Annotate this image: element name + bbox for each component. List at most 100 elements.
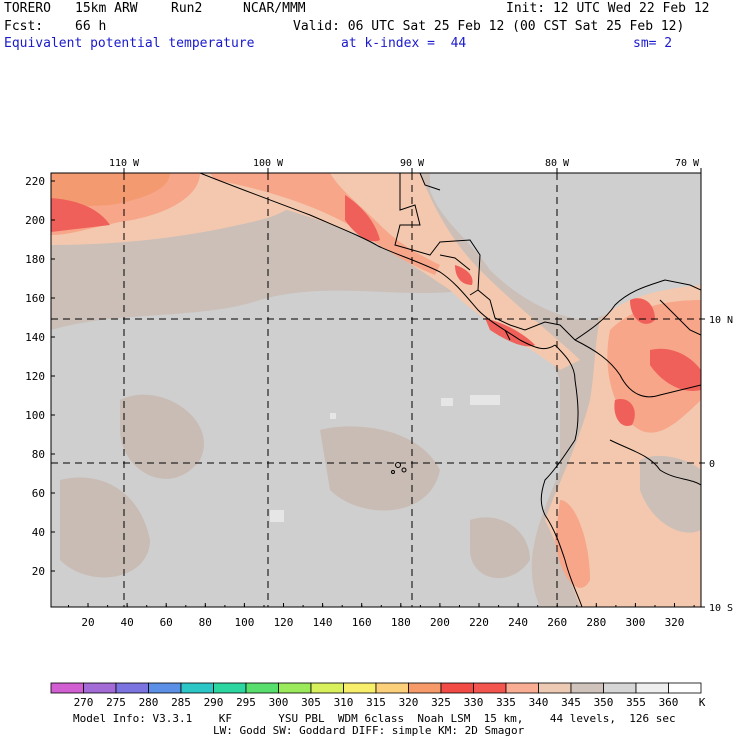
central-america-borders: [439, 254, 511, 341]
field-light-spot-4: [330, 413, 336, 419]
colorbar-swatch: [180, 682, 214, 694]
field-red-andes: [614, 399, 635, 426]
run-label: Run2: [171, 1, 203, 16]
colorbar-swatch: [603, 682, 637, 694]
x-tick-label: 200: [430, 616, 450, 629]
colorbar-label: 300: [269, 696, 289, 709]
field-light-spot-2: [441, 398, 453, 406]
venezuela-border: [659, 299, 701, 336]
x-tick-label: 180: [391, 616, 411, 629]
lat-label: 10 N: [709, 315, 733, 326]
field-gray-caribbean: [430, 173, 701, 320]
pacific-coast-central-america: [199, 173, 556, 350]
org-label: NCAR/MMM: [243, 1, 306, 16]
colorbar-swatch: [278, 682, 312, 694]
model-info-line-2: LW: Godd SW: Goddard DIFF: simple KM: 2D…: [213, 724, 525, 737]
colorbar: 270 275 280 285 290 295 300 305 310 315 320 325 330 3…: [50, 682, 706, 709]
x-tick-label: 60: [160, 616, 173, 629]
lon-label: 90 W: [400, 158, 425, 169]
colorbar-swatch: [83, 682, 117, 694]
field-tan-patch-3: [320, 426, 440, 511]
forecast-hours: 66 h: [75, 19, 107, 34]
y-tick-label: 100: [25, 409, 45, 422]
longitude-labels: 110 W 100 W 90 W 80 W 70 W: [109, 158, 702, 173]
y-tick-label: 20: [32, 565, 45, 578]
y-tick-label: 80: [32, 448, 45, 461]
lon-label: 100 W: [253, 158, 284, 169]
y-tick-label: 60: [32, 487, 45, 500]
colorbar-swatch: [668, 682, 702, 694]
y-tick-label: 160: [25, 292, 45, 305]
level-label: at k-index = 44: [341, 36, 467, 51]
galapagos-island-2: [401, 467, 407, 473]
colorbar-label: 295: [236, 696, 256, 709]
field-tan-amazon: [640, 455, 701, 533]
init-time: Init: 12 UTC Wed 22 Feb 12: [506, 1, 710, 16]
galapagos-island-1: [395, 462, 401, 468]
field-tan-patch-4: [470, 517, 530, 579]
lon-label: 110 W: [109, 158, 140, 169]
colorbar-label: 355: [626, 696, 646, 709]
plot-frame: [50, 172, 702, 608]
field-light-spot-1: [470, 395, 500, 405]
y-tick-label: 120: [25, 370, 45, 383]
yucatan-coast: [419, 173, 441, 191]
y-tick-label: 140: [25, 331, 45, 344]
lat-label: 10 S: [709, 603, 733, 614]
colorbar-swatch: [505, 682, 539, 694]
x-tick-label: 120: [274, 616, 294, 629]
y-tick-label: 180: [25, 253, 45, 266]
field-gray-ocean: [51, 289, 560, 607]
x-tick-label: 140: [313, 616, 333, 629]
field-red-colombia: [650, 348, 701, 391]
colorbar-label: 275: [106, 696, 126, 709]
x-tick-label: 280: [586, 616, 606, 629]
x-tick-label: 80: [199, 616, 212, 629]
colorbar-label: 305: [301, 696, 321, 709]
x-tick-label: 320: [665, 616, 685, 629]
x-tick-label: 40: [120, 616, 133, 629]
field-peach-isthmus: [200, 173, 580, 370]
field-red-nicaragua: [455, 265, 473, 285]
field-salmon-peru: [555, 500, 590, 588]
colorbar-swatch: [343, 682, 377, 694]
colorbar-unit: K: [699, 696, 706, 709]
model-info-line-1: Model Info: V3.3.1 KF YSU PBL WDM 6class…: [73, 712, 676, 725]
model-resolution: 15km ARW: [75, 1, 138, 16]
x-tick-label: 20: [81, 616, 94, 629]
field-name: Equivalent potential temperature: [4, 36, 255, 51]
lon-label: 70 W: [675, 158, 700, 169]
field-red-core: [51, 198, 110, 232]
colorbar-swatch: [538, 682, 572, 694]
colorbar-swatch: [310, 682, 344, 694]
colorbar-swatch: [375, 682, 409, 694]
field-salmon-isthmus: [210, 173, 440, 275]
caribbean-coast: [394, 173, 576, 341]
y-tick-label: 40: [32, 526, 45, 539]
colorbar-label: 310: [334, 696, 354, 709]
latitude-labels: 10 N 0 10 S: [701, 315, 733, 614]
latlon-grid: [51, 173, 701, 607]
colorbar-swatch: [213, 682, 247, 694]
colorbar-swatch: [245, 682, 279, 694]
ecuador-peru-border: [609, 439, 701, 486]
colorbar-swatch: [408, 682, 442, 694]
y-tick-label: 200: [25, 214, 45, 227]
field-light-spot-3: [270, 510, 284, 522]
x-tick-label: 100: [234, 616, 254, 629]
x-tick-label: 300: [625, 616, 645, 629]
coastlines: [199, 173, 701, 607]
colorbar-label: 335: [496, 696, 516, 709]
smoothing-label: sm= 2: [633, 36, 673, 51]
lon-label: 80 W: [545, 158, 570, 169]
field-orange-core: [51, 173, 170, 208]
field-red-guatemala: [345, 195, 380, 242]
galapagos-island-3: [391, 470, 395, 474]
colorbar-label: 270: [74, 696, 94, 709]
x-tick-label: 240: [508, 616, 528, 629]
colorbar-label: 360: [659, 696, 679, 709]
forecast-label: Fcst:: [4, 19, 44, 34]
y-tick-label: 220: [25, 175, 45, 188]
colorbar-label: 315: [366, 696, 386, 709]
